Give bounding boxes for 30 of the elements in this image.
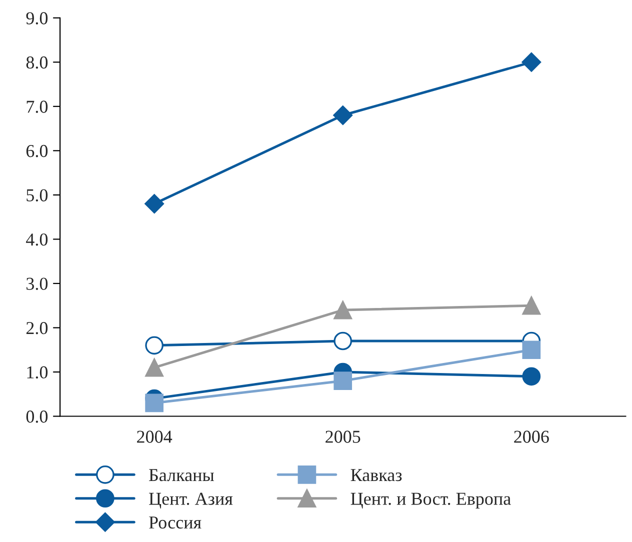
legend-label: Цент. Азия (149, 492, 233, 509)
legend-label: Россия (149, 516, 202, 529)
y-tick-label: 2.0 (26, 322, 48, 334)
y-tick-label: 9.0 (26, 12, 48, 24)
legend-label: Цент. и Вост. Европа (350, 492, 511, 509)
point (145, 336, 164, 355)
y-tick-label: 3.0 (26, 278, 48, 290)
y-tick-label: 8.0 (26, 56, 48, 69)
y-tick-label: 1.0 (27, 366, 48, 379)
y-tick-label: 7.0 (26, 100, 48, 113)
point (333, 106, 353, 125)
point (334, 300, 352, 320)
point (522, 340, 541, 360)
legend-label: Кавказ (350, 469, 402, 482)
point (145, 358, 164, 377)
point (144, 194, 164, 214)
y-tick-label: 0.0 (26, 410, 48, 423)
y-tick-label: 5.0 (26, 189, 48, 202)
x-tick-label: 2006 (514, 430, 549, 443)
point (334, 332, 352, 350)
point (522, 52, 542, 72)
point (522, 296, 541, 315)
y-tick-label: 6.0 (26, 144, 48, 158)
point (145, 394, 164, 412)
x-tick-label: 2004 (137, 430, 172, 443)
point (522, 367, 541, 386)
x-tick-label: 2005 (326, 430, 360, 443)
y-tick-label: 4.0 (26, 233, 48, 246)
legend-label: Балканы (149, 469, 214, 482)
point (334, 372, 352, 390)
